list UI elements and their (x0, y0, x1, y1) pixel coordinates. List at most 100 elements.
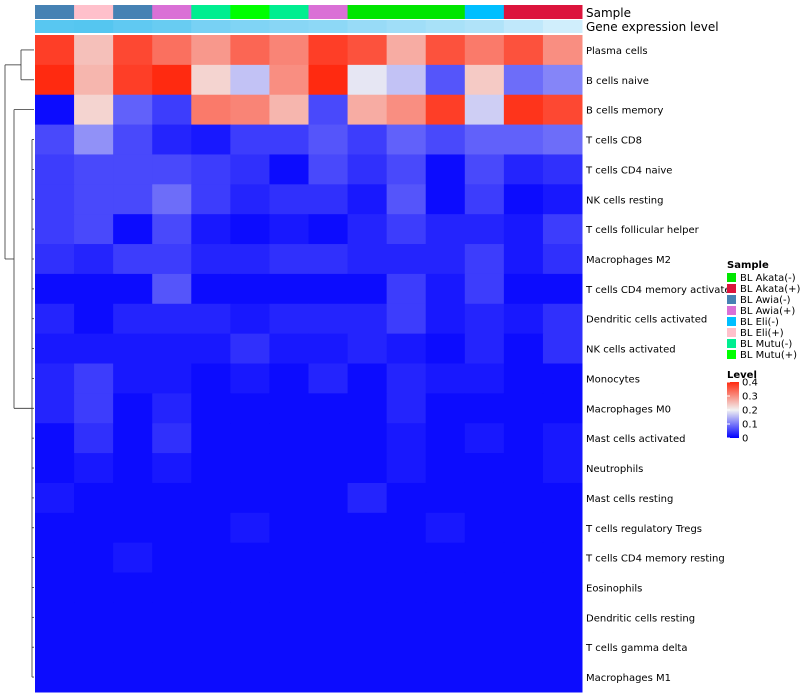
heatmap-cell (191, 333, 231, 364)
heatmap-cell (347, 184, 388, 215)
heatmap-cell (269, 482, 309, 514)
heatmap-cell (386, 273, 427, 305)
heatmap-cell (269, 542, 309, 574)
heatmap-cell (230, 303, 270, 335)
heatmap-cell (230, 154, 270, 185)
sample-legend-label: BL Awia(-) (740, 295, 791, 306)
heatmap-cell (542, 572, 583, 603)
heatmap-cell (191, 154, 231, 185)
heatmap-cell (425, 662, 466, 693)
heatmap-cell (74, 512, 114, 544)
heatmap-cell (542, 303, 583, 335)
heatmap-cell (191, 393, 231, 424)
row-label: Macrophages M0 (586, 404, 671, 415)
heatmap-cell (308, 572, 349, 603)
heatmap-cell (347, 602, 388, 633)
heatmap-cell (347, 662, 388, 693)
expression-annotation-cell (191, 20, 231, 33)
heatmap-cell (347, 482, 388, 514)
expression-annotation-cell (74, 20, 114, 33)
heatmap-cell (113, 363, 153, 394)
heatmap-cell (113, 423, 153, 454)
heatmap-cell (347, 303, 388, 335)
heatmap-cell (464, 333, 505, 364)
heatmap-cell (152, 453, 192, 484)
heatmap-cell (191, 184, 231, 215)
heatmap-cell (386, 423, 427, 454)
heatmap-cell (113, 602, 153, 633)
heatmap-cell (425, 423, 466, 454)
heatmap-cell (503, 154, 544, 185)
heatmap-cell (113, 154, 153, 185)
heatmap-cell (308, 602, 349, 633)
row-label: Neutrophils (586, 464, 643, 475)
sample-annotation-cell (503, 5, 544, 19)
heatmap-cell (464, 94, 505, 126)
row-label: T cells CD4 memory resting (585, 554, 725, 565)
heatmap-cell (464, 214, 505, 245)
heatmap-cell (542, 124, 583, 155)
row-label: Dendritic cells resting (586, 613, 695, 624)
heatmap-cell (74, 363, 114, 394)
heatmap-cell (503, 333, 544, 364)
sample-annotation-cell (35, 5, 75, 19)
heatmap-cell (35, 124, 75, 155)
heatmap-cell (386, 184, 427, 215)
heatmap-cell (308, 184, 349, 215)
heatmap-cell (269, 423, 309, 454)
heatmap-cell (191, 363, 231, 394)
heatmap-cell (74, 184, 114, 215)
expression-annotation-cell (113, 20, 153, 33)
heatmap-cell (113, 94, 153, 126)
heatmap-cell (386, 662, 427, 693)
heatmap-cell (35, 542, 75, 574)
heatmap-cell (425, 632, 466, 663)
heatmap-cell (35, 482, 75, 514)
row-label: B cells naive (586, 76, 649, 87)
heatmap-cell (269, 363, 309, 394)
heatmap-cell (113, 184, 153, 215)
heatmap-cell (386, 94, 427, 126)
heatmap-cell (425, 363, 466, 394)
heatmap-cell (152, 393, 192, 424)
heatmap-cell (386, 453, 427, 484)
heatmap-cell (35, 214, 75, 245)
row-label: Plasma cells (586, 46, 648, 57)
heatmap-cell (74, 482, 114, 514)
heatmap-cell (542, 94, 583, 126)
heatmap-cell (113, 244, 153, 275)
heatmap-cell (308, 303, 349, 335)
heatmap-cell (230, 572, 270, 603)
sample-legend-swatch (727, 339, 736, 348)
row-label: Monocytes (586, 374, 640, 385)
heatmap-cell (230, 512, 270, 544)
heatmap-cell (542, 542, 583, 574)
heatmap-cell (269, 572, 309, 603)
sample-annotation-label: Sample (586, 6, 631, 20)
heatmap-cell (308, 94, 349, 126)
heatmap-cell (425, 572, 466, 603)
heatmap-cell (464, 184, 505, 215)
heatmap-cell (308, 512, 349, 544)
heatmap-cell (308, 482, 349, 514)
heatmap-cell (152, 662, 192, 693)
level-tick-label: 0 (742, 434, 748, 445)
heatmap-cell (230, 662, 270, 693)
heatmap-cell (269, 632, 309, 663)
heatmap-cell (542, 35, 583, 66)
heatmap-cell (347, 632, 388, 663)
heatmap-cell (386, 154, 427, 185)
heatmap-cell (152, 273, 192, 305)
expression-annotation-bar (35, 20, 583, 33)
sample-legend-swatch (727, 273, 736, 282)
heatmap-cell (542, 423, 583, 454)
heatmap-cell (191, 423, 231, 454)
heatmap-cell (113, 632, 153, 663)
heatmap-cell (74, 124, 114, 155)
row-dendrogram (4, 49, 34, 678)
heatmap-cell (347, 64, 388, 96)
heatmap-cell (35, 363, 75, 394)
heatmap-cell (347, 154, 388, 185)
heatmap-cell (35, 64, 75, 96)
